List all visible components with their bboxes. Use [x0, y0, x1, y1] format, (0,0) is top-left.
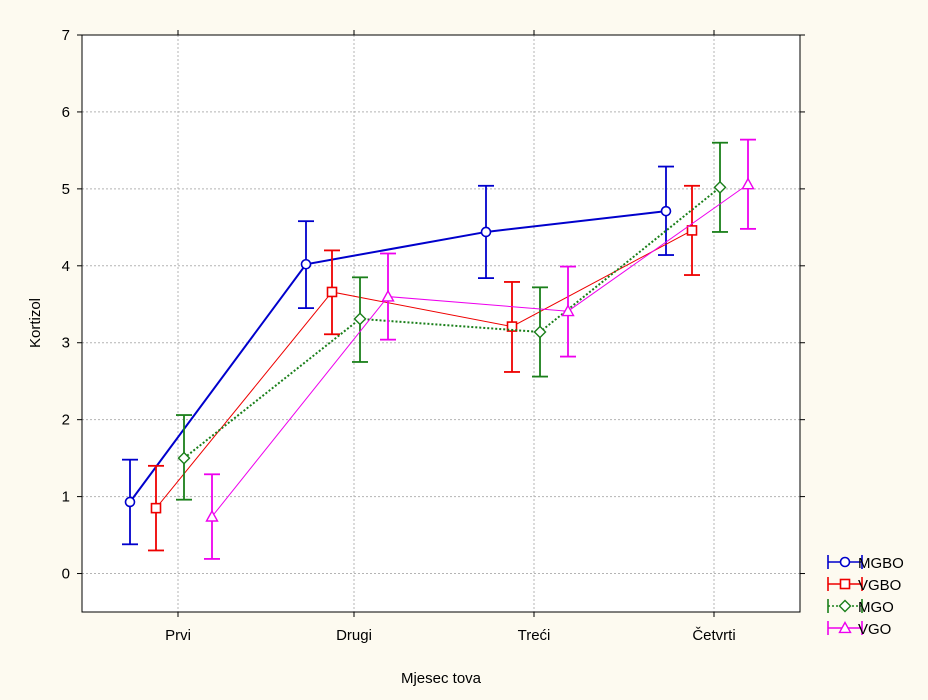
data-point	[124, 496, 136, 508]
data-point	[533, 325, 547, 339]
legend-marker	[838, 599, 852, 613]
series-VGBO	[148, 184, 700, 552]
series-layer	[122, 138, 756, 560]
legend-label: VGO	[858, 621, 891, 638]
legend-marker	[839, 556, 851, 568]
legend-entry-MGBO: MGBO	[827, 555, 904, 572]
x-axis-title: Mjesec tova	[401, 670, 482, 687]
data-point	[741, 177, 755, 190]
data-point	[205, 509, 219, 522]
series-line	[183, 186, 721, 459]
plot-frame	[81, 34, 801, 613]
legend-label: VGBO	[858, 577, 901, 594]
axis-layer: 0 1 2 3 4 5 6 7 Prvi Drugi Treći Četvrti	[62, 27, 805, 644]
data-point	[150, 502, 162, 514]
data-point	[686, 225, 698, 236]
legend-entry-VGBO: VGBO	[827, 577, 901, 594]
series-MGBO	[122, 165, 674, 546]
data-point	[561, 304, 575, 317]
data-point	[177, 451, 191, 465]
y-tick-label: 6	[62, 104, 70, 121]
data-point	[480, 226, 492, 238]
legend-label: MGBO	[858, 555, 904, 572]
y-tick-label: 5	[62, 181, 70, 198]
legend-entry-MGO: MGO	[827, 599, 894, 616]
x-tick-label: Treći	[518, 627, 551, 644]
y-tick-label: 1	[62, 489, 70, 506]
series-VGO	[204, 138, 756, 560]
legend-entry-VGO: VGO	[827, 621, 891, 638]
data-point	[660, 205, 672, 217]
data-point	[326, 286, 338, 298]
x-tick-label: Prvi	[165, 627, 191, 644]
plot-background	[82, 35, 800, 612]
data-point	[381, 289, 395, 302]
y-tick-label: 2	[62, 412, 70, 429]
x-tick-label: Četvrti	[692, 627, 735, 644]
series-line	[211, 183, 749, 517]
y-axis-title: Kortizol	[27, 298, 44, 348]
legend-label: MGO	[858, 599, 894, 616]
data-point	[300, 258, 312, 270]
y-tick-label: 0	[62, 566, 70, 583]
data-point	[713, 180, 727, 194]
x-tick-label: Drugi	[336, 627, 372, 644]
legend-marker	[838, 621, 852, 634]
data-point	[353, 312, 367, 326]
series-line	[129, 210, 667, 503]
data-point	[506, 321, 518, 332]
series-MGO	[176, 141, 728, 501]
y-tick-label: 3	[62, 335, 70, 352]
grid-layer	[82, 35, 800, 612]
series-line	[155, 229, 693, 509]
legend-marker	[839, 578, 851, 590]
legend: MGBO VGBO MGO VGO	[827, 555, 904, 638]
y-tick-label: 4	[62, 258, 70, 275]
y-tick-label: 7	[62, 27, 70, 44]
